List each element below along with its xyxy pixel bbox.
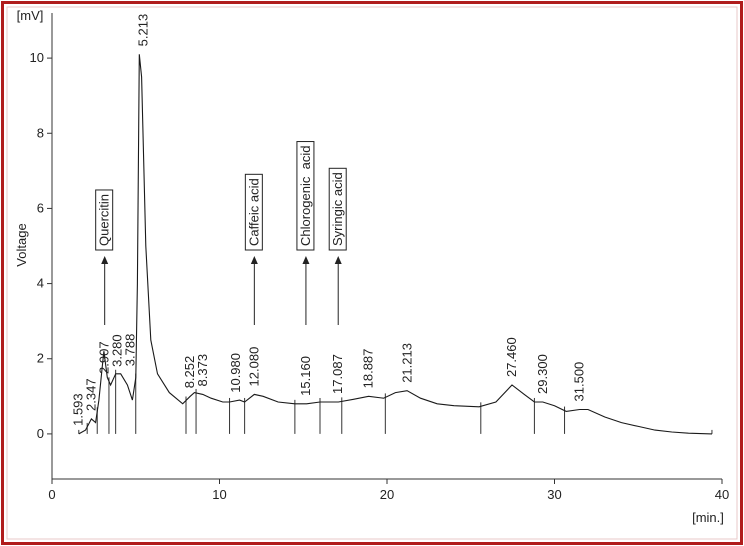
peak-label: 29.300 [535, 354, 550, 394]
annotation-text: Syringic acid [330, 172, 345, 246]
annotation-text: Chlorogenic acid [298, 146, 313, 246]
y-axis-title: Voltage [14, 223, 29, 266]
peak-label: 17.087 [330, 354, 345, 394]
peak-label: 3.280 [110, 334, 125, 367]
y-tick-label: 8 [37, 125, 44, 140]
y-tick-label: 6 [37, 200, 44, 215]
peak-label: 10.980 [228, 353, 243, 393]
peak-label: 3.788 [123, 334, 138, 367]
annotation-text: Caffeic acid [246, 178, 261, 246]
annotation-box [328, 167, 347, 251]
peak-label: 15.160 [298, 356, 313, 396]
peak-label: 18.887 [360, 349, 375, 389]
y-unit: [mV] [17, 8, 44, 23]
y-tick-label: 10 [30, 50, 44, 65]
peak-label: 31.500 [572, 362, 587, 402]
annotation-arrowhead [334, 256, 342, 264]
annotation-box [244, 173, 263, 251]
peak-label: 2.347 [84, 378, 99, 411]
x-tick-label: 10 [212, 487, 226, 502]
inner-frame [6, 6, 738, 540]
annotation-arrowhead [302, 256, 310, 264]
peak-label: 12.080 [246, 347, 261, 387]
annotation-arrowhead [250, 256, 258, 264]
x-tick-label: 40 [715, 487, 729, 502]
x-tick-label: 0 [48, 487, 55, 502]
y-tick-label: 4 [37, 276, 44, 291]
peak-label: 27.460 [504, 337, 519, 377]
x-tick-label: 20 [380, 487, 394, 502]
peak-label: 2.907 [97, 341, 112, 374]
x-tick-label: 30 [547, 487, 561, 502]
annotation-box [296, 141, 315, 251]
x-unit: [min.] [692, 510, 724, 525]
peak-label: 8.373 [195, 354, 210, 387]
peak-label: 5.213 [136, 14, 151, 47]
y-tick-label: 0 [37, 426, 44, 441]
y-tick-label: 2 [37, 351, 44, 366]
peak-label: 1.593 [71, 393, 86, 426]
peak-label: 21.213 [399, 343, 414, 383]
annotation-arrowhead [101, 256, 109, 264]
annotation-text: Quercitin [97, 194, 112, 246]
trace [78, 54, 713, 435]
peak-label: 8.252 [182, 356, 197, 389]
annotation-box [95, 189, 114, 251]
